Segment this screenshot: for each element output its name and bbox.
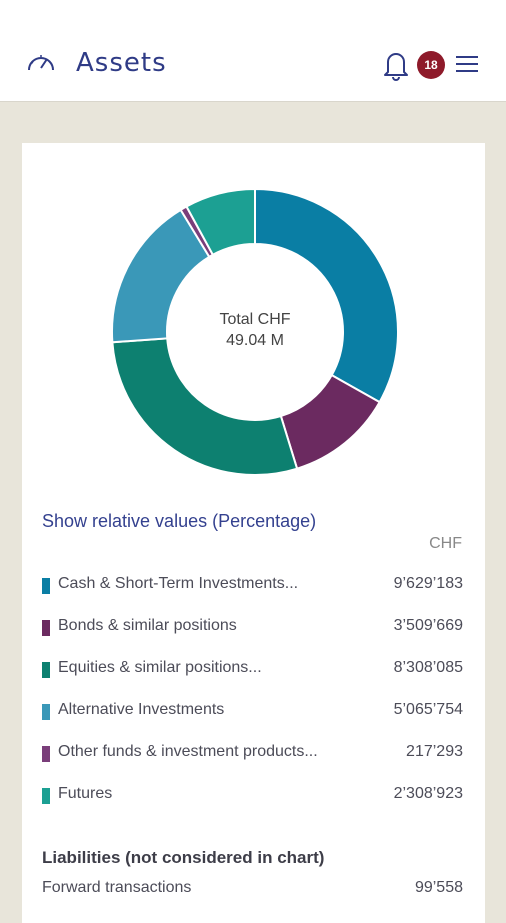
legend-item-cash[interactable]: Cash & Short-Term Investments... 9’629’1…: [42, 567, 463, 609]
legend-list: Cash & Short-Term Investments... 9’629’1…: [42, 567, 463, 819]
legend-label: Alternative Investments: [58, 701, 225, 718]
legend-item-other-funds[interactable]: Other funds & investment products... 217…: [42, 735, 463, 777]
unit-header: CHF: [429, 535, 462, 552]
legend-value: 2’308’923: [393, 785, 463, 802]
gauge-icon[interactable]: [26, 50, 56, 74]
chart-center-label: Total CHF 49.04 M: [110, 309, 400, 351]
legend-swatch: [42, 746, 50, 762]
legend-value: 9’629’183: [393, 575, 463, 592]
show-relative-values-link[interactable]: Show relative values (Percentage): [42, 511, 317, 531]
legend-item-equities[interactable]: Equities & similar positions... 8’308’08…: [42, 651, 463, 693]
bell-icon[interactable]: [382, 48, 410, 82]
legend-label: Other funds & investment products...: [58, 743, 318, 760]
notification-badge[interactable]: 18: [417, 51, 445, 79]
page-title: Assets: [76, 48, 167, 78]
legend-swatch: [42, 578, 50, 594]
legend-swatch: [42, 620, 50, 636]
legend-value: 3’509’669: [393, 617, 463, 634]
center-label-value: 49.04 M: [226, 332, 284, 349]
legend-label: Cash & Short-Term Investments...: [58, 575, 299, 592]
slice-futures[interactable]: [185, 187, 256, 257]
liabilities-title: Liabilities (not considered in chart): [42, 848, 325, 867]
liability-row[interactable]: Forward transactions 99’558: [42, 879, 463, 903]
menu-icon[interactable]: [455, 54, 479, 74]
legend-item-futures[interactable]: Futures 2’308’923: [42, 777, 463, 819]
liability-value: 99’558: [414, 879, 463, 896]
app-header: Assets 18: [0, 0, 506, 102]
legend-item-alternative[interactable]: Alternative Investments 5’065’754: [42, 693, 463, 735]
legend-label: Equities & similar positions...: [58, 659, 262, 676]
slice-cash[interactable]: [254, 187, 399, 404]
asset-donut-chart[interactable]: [110, 187, 400, 477]
legend-swatch: [42, 662, 50, 678]
legend-label: Futures: [58, 785, 113, 802]
legend-label: Bonds & similar positions: [58, 617, 237, 634]
liability-label: Forward transactions: [42, 879, 192, 896]
legend-value: 5’065’754: [393, 701, 463, 718]
center-label-title: Total CHF: [219, 311, 291, 328]
slice-equities[interactable]: [111, 337, 299, 476]
legend-swatch: [42, 788, 50, 804]
legend-value: 217’293: [406, 743, 463, 760]
legend-swatch: [42, 704, 50, 720]
legend-item-bonds[interactable]: Bonds & similar positions 3’509’669: [42, 609, 463, 651]
legend-value: 8’308’085: [393, 659, 463, 676]
assets-card: Total CHF 49.04 M Show relative values (…: [22, 143, 485, 923]
